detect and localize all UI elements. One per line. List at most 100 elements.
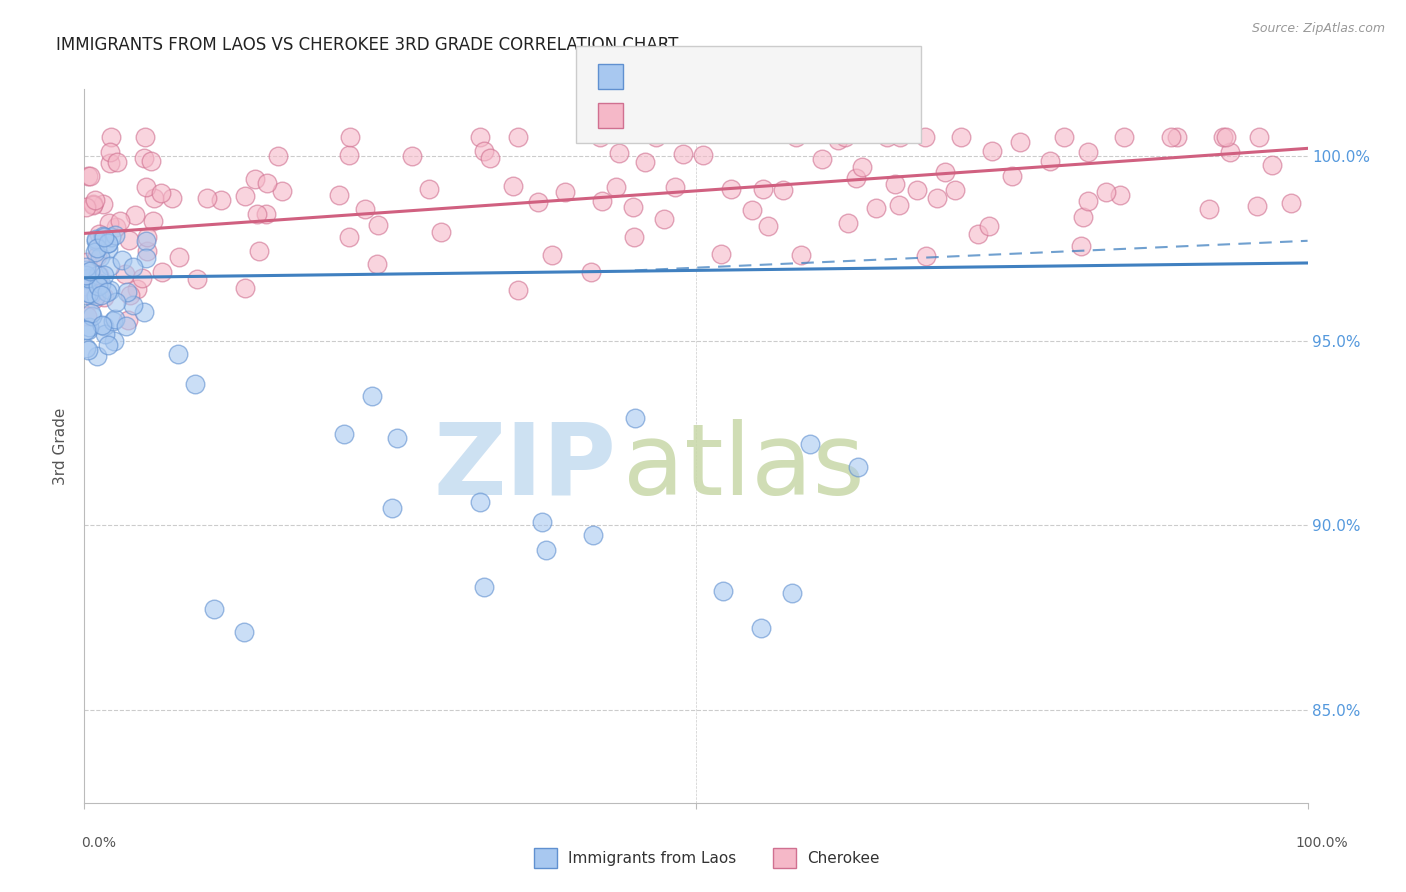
Point <box>254 207 277 221</box>
Point <box>93 290 115 304</box>
Point <box>332 427 354 442</box>
Point <box>401 149 423 163</box>
Point <box>90 318 112 332</box>
Text: R = 0.313   N = 137: R = 0.313 N = 137 <box>634 106 824 124</box>
Point <box>418 182 440 196</box>
Text: IMMIGRANTS FROM LAOS VS CHEROKEE 3RD GRADE CORRELATION CHART: IMMIGRANTS FROM LAOS VS CHEROKEE 3RD GRA… <box>56 36 679 54</box>
Point <box>117 313 139 327</box>
Text: ZIP: ZIP <box>433 419 616 516</box>
Point <box>142 214 165 228</box>
Point <box>589 130 612 145</box>
Point <box>1001 169 1024 183</box>
Point <box>77 273 100 287</box>
Point <box>1249 130 1271 145</box>
Point <box>98 259 121 273</box>
Point <box>530 515 553 529</box>
Point <box>915 249 938 263</box>
Point <box>478 151 501 165</box>
Point <box>84 232 107 246</box>
Point <box>623 229 645 244</box>
Point <box>124 208 146 222</box>
Point <box>233 188 256 202</box>
Point <box>76 271 98 285</box>
Point <box>86 350 108 364</box>
Point <box>799 437 821 451</box>
Point <box>108 214 131 228</box>
Point <box>167 250 190 264</box>
Point <box>127 282 149 296</box>
Point <box>1077 194 1099 209</box>
Point <box>97 235 120 250</box>
Point <box>889 130 911 145</box>
Point <box>430 225 453 239</box>
Point <box>90 277 112 291</box>
Point <box>80 309 103 323</box>
Point <box>97 242 120 256</box>
Point <box>75 341 97 355</box>
Point <box>1166 130 1188 145</box>
Point <box>150 265 173 279</box>
Point <box>851 160 873 174</box>
Point <box>233 281 256 295</box>
Point <box>100 130 122 145</box>
Point <box>75 287 97 301</box>
Point <box>77 323 100 337</box>
Point <box>114 319 136 334</box>
Point <box>385 431 408 445</box>
Point <box>554 185 576 199</box>
Point <box>1212 130 1234 145</box>
Point <box>149 186 172 200</box>
Text: R = 0.039   N =  73: R = 0.039 N = 73 <box>634 68 824 86</box>
Point <box>75 323 97 337</box>
Text: Immigrants from Laos: Immigrants from Laos <box>568 851 737 865</box>
Point <box>101 314 124 328</box>
Point <box>751 182 773 196</box>
Point <box>80 286 103 301</box>
Point <box>134 130 156 145</box>
Point <box>845 170 868 185</box>
Point <box>502 179 524 194</box>
Point <box>1246 198 1268 212</box>
Point <box>93 197 115 211</box>
Point <box>876 130 898 145</box>
Point <box>103 334 125 348</box>
Point <box>934 164 956 178</box>
Point <box>591 194 613 209</box>
Point <box>977 219 1000 233</box>
Point <box>710 247 733 261</box>
Point <box>339 130 361 145</box>
Point <box>1215 130 1237 145</box>
Point <box>77 169 100 184</box>
Point <box>86 241 108 255</box>
Point <box>94 326 117 341</box>
Point <box>131 270 153 285</box>
Point <box>927 191 949 205</box>
Point <box>366 257 388 271</box>
Point <box>83 194 105 208</box>
Point <box>328 187 350 202</box>
Point <box>162 191 184 205</box>
Point <box>621 201 644 215</box>
Point <box>132 151 155 165</box>
Text: Cherokee: Cherokee <box>807 851 880 865</box>
Point <box>91 229 114 244</box>
Y-axis label: 3rd Grade: 3rd Grade <box>53 408 69 484</box>
Point <box>672 147 695 161</box>
Point <box>582 528 605 542</box>
Point <box>1160 130 1182 145</box>
Point <box>354 202 377 216</box>
Point <box>143 191 166 205</box>
Point <box>118 233 141 247</box>
Point <box>77 320 100 334</box>
Point <box>1108 188 1130 202</box>
Point <box>468 130 491 145</box>
Point <box>75 271 97 285</box>
Point <box>104 294 127 309</box>
Point <box>77 343 100 357</box>
Point <box>848 460 870 475</box>
Point <box>135 251 157 265</box>
Point <box>114 267 136 281</box>
Point <box>89 268 111 282</box>
Point <box>1260 158 1282 172</box>
Text: 100.0%: 100.0% <box>1295 836 1348 850</box>
